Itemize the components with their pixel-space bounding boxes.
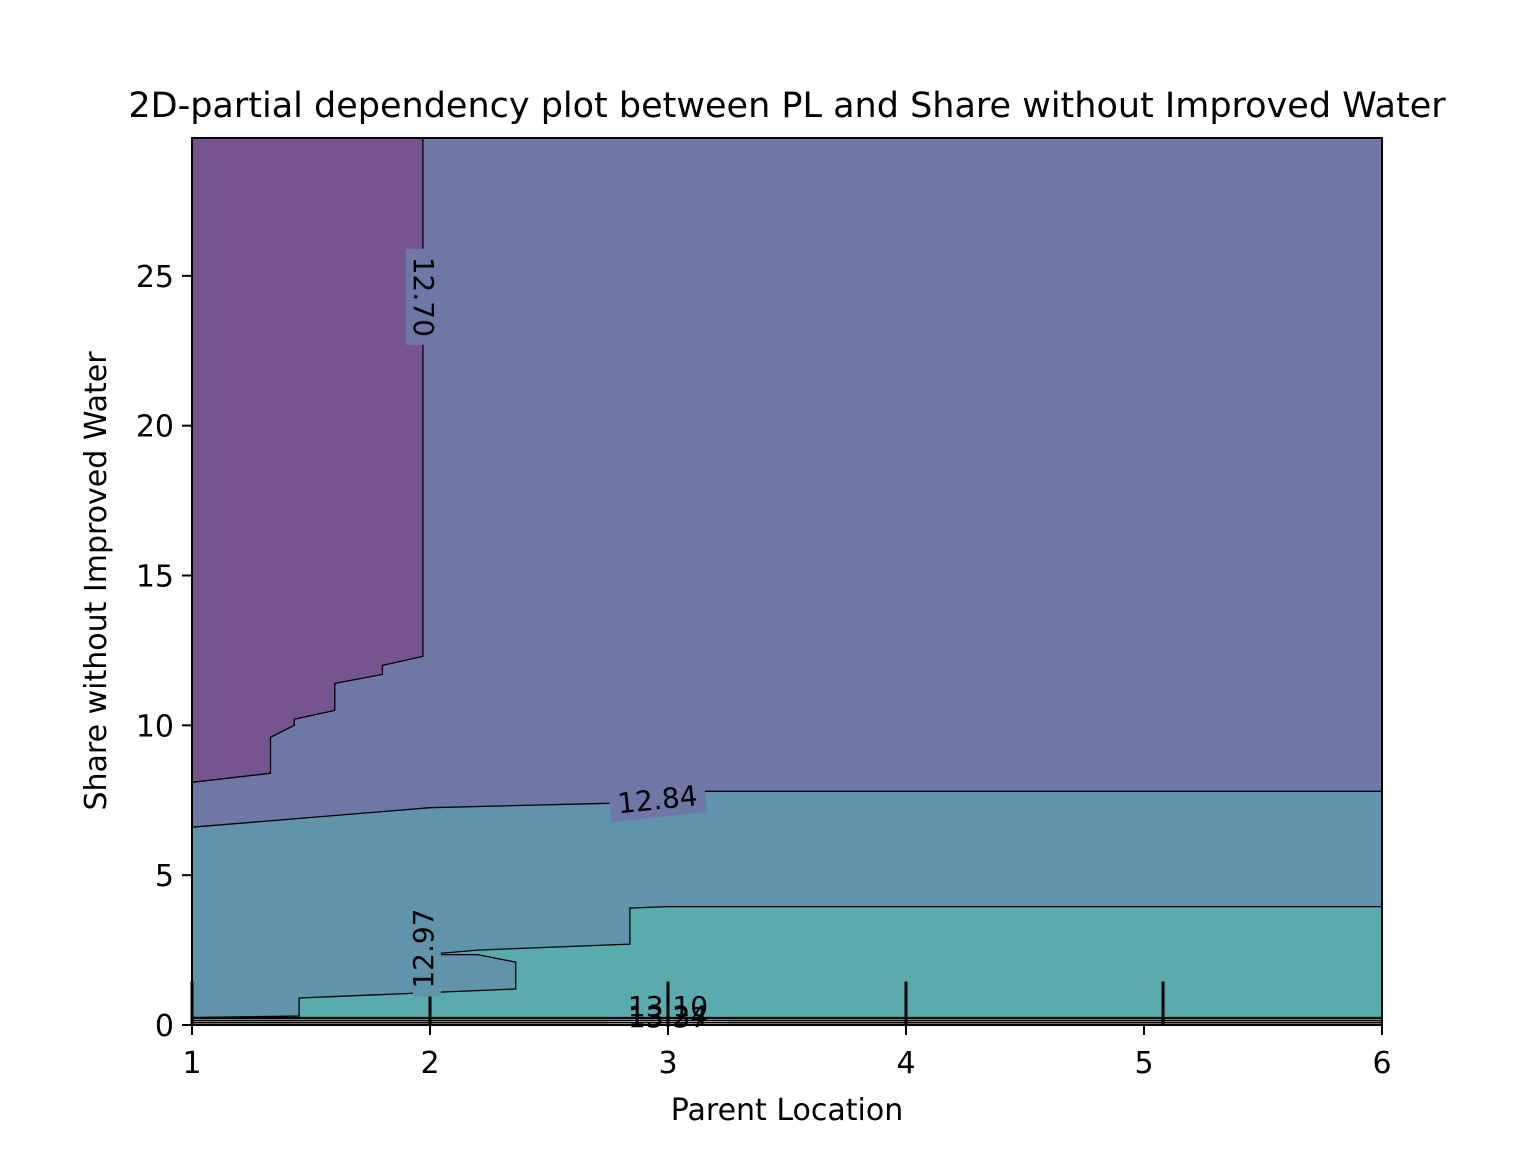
y-tick-label: 20	[136, 410, 174, 445]
x-tick-label: 2	[420, 1046, 439, 1081]
y-tick-label: 5	[155, 859, 174, 894]
contour-label-12-70: 12.70	[405, 248, 440, 345]
y-tick-label: 15	[136, 560, 174, 595]
contour-label-12-97-text: 12.97	[407, 909, 440, 989]
contour-label-12-70-background	[405, 248, 434, 345]
x-tick-label: 5	[1134, 1046, 1153, 1081]
contour-label-12-97-background	[412, 900, 441, 997]
x-tick-label: 3	[658, 1046, 677, 1081]
plot-frame	[191, 137, 1383, 1026]
chart-title: 2D-partial dependency plot between PL an…	[128, 86, 1446, 126]
x-tick-label: 6	[1372, 1046, 1391, 1081]
contour-regions	[191, 137, 1383, 1026]
contour-label-12-84: 12.84	[608, 779, 708, 823]
contour-label-13-10-text: 13.10	[628, 990, 708, 1023]
x-tick-label: 4	[896, 1046, 915, 1081]
contour-label-13-24: 13.24	[628, 1000, 708, 1033]
y-tick-label: 10	[136, 709, 174, 744]
contour-label-13-10: 13.10	[628, 990, 708, 1023]
contour-lines	[192, 1017, 1382, 1024]
contour-label-13-24-text: 13.24	[628, 1000, 708, 1033]
y-tick-label: 0	[155, 1009, 174, 1044]
contour-band-13-10-13-24	[192, 1018, 1382, 1025]
contour-label-13-37-text: 13.37	[628, 1001, 708, 1034]
x-axis-ticks: 1 2 3 4 5 6	[182, 1025, 1392, 1081]
x-tick-label: 1	[182, 1046, 201, 1081]
contour-label-12-84-background	[608, 784, 708, 823]
contour-label-12-70-text: 12.70	[407, 257, 440, 337]
y-axis-label: Share without Improved Water	[79, 351, 114, 811]
contour-label-13-37: 13.37	[628, 1001, 708, 1034]
contour-label-12-97: 12.97	[407, 900, 441, 997]
x-axis-label: Parent Location	[671, 1093, 903, 1128]
y-tick-label: 25	[136, 260, 174, 295]
y-axis-ticks: 0 5 10 15 20 25	[136, 260, 192, 1044]
